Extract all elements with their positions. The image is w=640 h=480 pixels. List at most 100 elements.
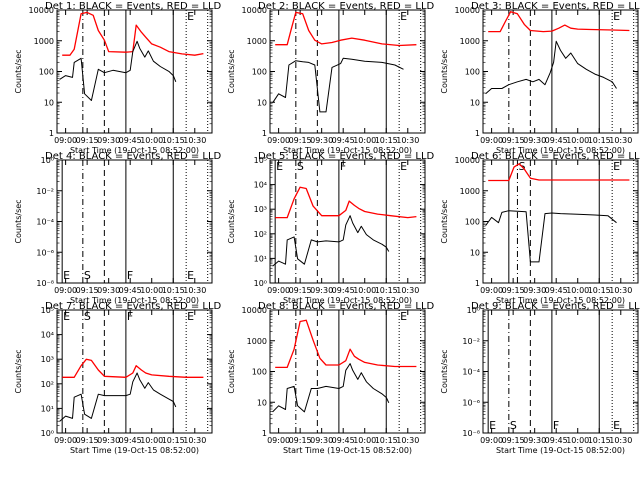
x-tick-label: 09:45	[119, 436, 142, 445]
x-tick-label: 10:15	[588, 136, 611, 145]
detector-panel-7: Det 7: BLACK = Events, RED = LLD 10⁰ 10¹ 10…	[14, 301, 222, 455]
x-axis-label: Start Time (19-Oct-15 08:52:00)	[496, 446, 625, 455]
y-tick-label: 10000	[242, 6, 267, 15]
panel-title: Det 3: BLACK = Events, RED = LLD	[471, 1, 640, 12]
y-tick-label: 10²	[254, 230, 267, 239]
event-marker-label: E	[489, 419, 496, 432]
event-marker-label: E	[613, 419, 620, 432]
y-tick-label: 1	[262, 129, 267, 138]
event-marker-label: E	[187, 269, 194, 282]
y-tick-label: 10⁻⁴	[462, 368, 480, 377]
x-tick-label: 09:00	[54, 286, 77, 295]
x-tick-label: 09:00	[480, 286, 503, 295]
event-marker-label: F	[127, 310, 133, 323]
x-tick-label: 09:30	[310, 136, 333, 145]
y-axis-label: Counts/sec	[440, 49, 449, 93]
y-tick-label: 1000	[34, 37, 54, 46]
y-axis-label: Counts/sec	[227, 199, 236, 243]
x-tick-label: 09:30	[310, 286, 333, 295]
event-marker-label: E	[400, 160, 407, 173]
events-series-line	[485, 210, 617, 263]
event-marker-label: E	[276, 160, 283, 173]
detector-panel-9: Det 9: BLACK = Events, RED = LLD 10⁻⁸ 10⁻⁶…	[440, 301, 640, 455]
x-axis-label: Start Time (19-Oct-15 08:52:00)	[496, 296, 625, 305]
x-tick-label: 09:45	[332, 286, 355, 295]
event-marker-label: E	[400, 310, 407, 323]
x-tick-label: 10:15	[375, 136, 398, 145]
y-tick-label: 10	[470, 98, 480, 107]
detector-panel-6: Det 6: BLACK = Events, RED = LLD 1 10 100 10…	[440, 151, 640, 305]
event-marker-label: S	[510, 419, 517, 432]
x-tick-label: 10:00	[140, 436, 163, 445]
x-tick-label: 10:00	[566, 286, 589, 295]
lld-series-line	[275, 11, 417, 47]
x-tick-label: 09:30	[97, 136, 120, 145]
x-tick-label: 10:00	[566, 436, 589, 445]
y-axis-label: Counts/sec	[440, 349, 449, 393]
y-tick-label: 100	[252, 368, 267, 377]
x-tick-label: 09:45	[332, 436, 355, 445]
x-axis-label: Start Time (19-Oct-15 08:52:00)	[496, 146, 625, 155]
y-tick-label: 10⁴	[254, 181, 267, 190]
x-tick-label: 10:00	[140, 286, 163, 295]
x-tick-label: 09:15	[289, 286, 312, 295]
x-tick-label: 10:30	[609, 136, 632, 145]
x-tick-label: 10:15	[162, 136, 185, 145]
y-axis-label: Counts/sec	[14, 349, 23, 393]
event-marker-label: E	[613, 10, 620, 23]
y-tick-label: 1	[262, 429, 267, 438]
y-tick-label: 10⁰	[254, 279, 267, 288]
plot-frame	[56, 309, 213, 434]
event-marker-label: E	[187, 310, 194, 323]
panel-title: Det 7: BLACK = Events, RED = LLD	[45, 301, 222, 312]
x-tick-label: 10:00	[353, 436, 376, 445]
y-tick-label: 10	[470, 248, 480, 257]
lld-series-line	[488, 11, 630, 33]
x-tick-label: 09:00	[267, 436, 290, 445]
events-series-line	[272, 363, 390, 413]
x-tick-label: 10:30	[396, 436, 419, 445]
y-tick-label: 10³	[41, 355, 54, 364]
y-tick-label: 10⁻⁸	[462, 429, 480, 438]
x-tick-label: 10:30	[396, 286, 419, 295]
y-tick-label: 100	[465, 68, 480, 77]
x-tick-label: 09:00	[54, 436, 77, 445]
x-tick-label: 09:30	[523, 286, 546, 295]
y-tick-label: 10⁰	[467, 306, 480, 315]
panel-title: Det 6: BLACK = Events, RED = LLD	[471, 151, 640, 162]
y-tick-label: 10000	[455, 6, 480, 15]
x-tick-label: 09:15	[289, 436, 312, 445]
y-tick-label: 100	[39, 68, 54, 77]
y-tick-label: 10¹	[254, 254, 267, 263]
x-tick-label: 09:00	[267, 286, 290, 295]
plot-frame	[56, 159, 213, 284]
events-series-line	[272, 215, 390, 267]
x-tick-label: 10:15	[162, 286, 185, 295]
y-tick-label: 10⁰	[41, 156, 54, 165]
lld-series-line	[488, 163, 630, 182]
x-tick-label: 09:45	[545, 286, 568, 295]
event-marker-label: E	[63, 310, 70, 323]
x-tick-label: 09:45	[545, 436, 568, 445]
lld-series-line	[275, 319, 417, 369]
y-tick-label: 10²	[41, 380, 54, 389]
x-tick-label: 09:00	[267, 136, 290, 145]
x-axis-label: Start Time (19-Oct-15 08:52:00)	[283, 296, 412, 305]
x-axis-label: Start Time (19-Oct-15 08:52:00)	[70, 296, 199, 305]
x-axis-label: Start Time (19-Oct-15 08:52:00)	[283, 446, 412, 455]
y-tick-label: 10000	[29, 6, 54, 15]
y-tick-label: 10⁵	[41, 306, 54, 315]
x-tick-label: 10:15	[375, 286, 398, 295]
x-tick-label: 10:15	[588, 286, 611, 295]
y-tick-label: 10	[44, 98, 54, 107]
plot-frame	[482, 309, 639, 434]
x-axis-label: Start Time (19-Oct-15 08:52:00)	[283, 146, 412, 155]
y-tick-label: 1000	[460, 187, 480, 196]
lld-series-line	[62, 11, 204, 56]
x-tick-label: 09:15	[502, 136, 525, 145]
y-tick-label: 10	[257, 398, 267, 407]
x-tick-label: 10:30	[183, 136, 206, 145]
y-tick-label: 10⁻⁶	[462, 398, 480, 407]
y-tick-label: 100	[252, 68, 267, 77]
